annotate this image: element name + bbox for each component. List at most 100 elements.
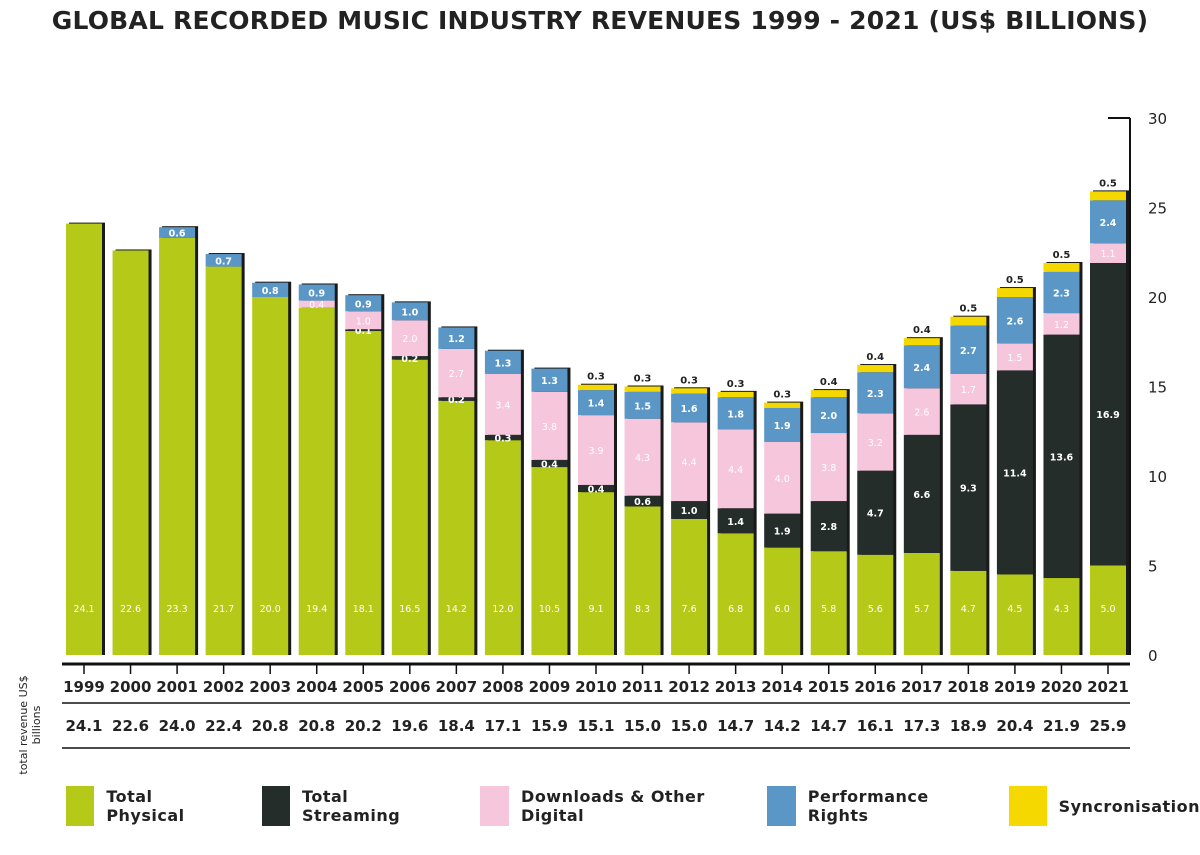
legend: Total Physical Total Streaming Downloads &… [66,786,1200,826]
data-label: 4.0 [775,474,790,485]
data-label: 1.9 [774,421,791,432]
x-tick-label: 2014 [761,678,803,696]
x-tick-label: 2012 [668,678,710,696]
data-label: 2.0 [402,334,417,345]
legend-label: Downloads & Other Digital [521,787,705,825]
total-value: 15.1 [577,717,614,735]
legend-item: Syncronisation [1008,786,1200,826]
y-tick-label: 20 [1148,289,1167,307]
total-value: 16.1 [857,717,894,735]
bar-segment-total-streaming [391,356,428,360]
data-label: 3.2 [868,438,883,449]
x-tick-label: 2003 [249,678,291,696]
y-tick-label: 25 [1148,200,1167,218]
data-label: 0.2 [448,395,465,406]
total-value: 24.1 [65,717,102,735]
bar-segment-total-physical [996,574,1033,655]
data-label: 6.6 [913,490,930,501]
data-label: 1.2 [1054,320,1069,331]
data-label: 24.1 [73,604,94,615]
total-value: 20.4 [996,717,1033,735]
data-label: 20.0 [260,604,281,615]
legend-swatch [1008,786,1047,826]
total-value: 14.7 [717,717,754,735]
total-value: 22.6 [112,717,149,735]
bar-segment-total-physical [438,400,475,655]
data-label: 2.4 [1100,218,1117,229]
total-value: 20.2 [345,717,382,735]
data-label: 2.6 [1006,316,1023,327]
legend-label: Syncronisation [1058,796,1200,816]
bar-segment-total-physical [159,237,196,655]
data-label: 3.4 [495,400,510,411]
data-label: 0.9 [355,299,372,310]
bar-segment-total-physical [66,223,102,656]
total-value: 14.7 [810,717,847,735]
data-label: 22.6 [120,604,141,615]
data-label: 1.2 [448,334,465,345]
total-value: 15.0 [624,717,661,735]
bar-segment-downloads-other-digital [857,413,894,471]
data-label: 1.1 [1100,249,1115,260]
bar-segment-total-streaming [857,470,894,555]
data-label: 16.9 [1096,410,1119,421]
x-tick-label: 2002 [203,678,245,696]
chart-title: GLOBAL RECORDED MUSIC INDUSTRY REVENUES … [51,6,1149,35]
data-label: 1.9 [774,527,791,538]
bar-segment-total-physical [764,547,801,655]
bar-segment-total-streaming [578,484,614,493]
bar-segment-performance-rights [578,390,614,416]
x-tick-label: 2020 [1041,678,1083,696]
bar-segment-downloads-other-digital [764,441,801,514]
bar-segment-performance-rights [903,345,940,389]
legend-label: Performance Rights [807,787,929,825]
y-tick-label: 15 [1148,379,1167,397]
data-label: 5.0 [1100,604,1115,615]
data-label: 10.5 [539,604,560,615]
bar-segment-total-physical [1090,565,1126,655]
data-label: 2.7 [960,346,977,357]
bar-segment-performance-rights [1043,271,1080,314]
bar-segment-syncronisation [810,390,847,398]
x-tick-label: 2016 [854,678,896,696]
data-label: 0.3 [680,375,698,386]
y-tick-label: 5 [1148,558,1158,576]
bar-segment-downloads-other-digital [1090,243,1126,263]
bar-segment-performance-rights [671,393,708,423]
total-value: 19.6 [391,717,428,735]
total-value: 21.9 [1043,717,1080,735]
bar-segment-performance-rights [391,302,428,321]
total-value: 17.3 [903,717,940,735]
data-label: 0.6 [169,229,186,240]
bar-segment-performance-rights [531,368,568,392]
data-label: 1.0 [356,316,371,327]
data-label: 6.0 [775,604,790,615]
total-value: 22.4 [205,717,242,735]
data-label: 0.9 [308,289,325,300]
bar-segment-total-physical [671,518,708,655]
legend-label: Total Physical [106,787,185,825]
bar-segment-performance-rights [950,325,987,374]
bar-segment-total-physical [531,467,568,655]
data-label: 0.7 [215,256,232,267]
bar-segment-downloads-other-digital [950,373,987,405]
data-label: 0.4 [866,352,884,363]
legend-item: Performance Rights [767,786,948,826]
total-value: 15.0 [671,717,708,735]
bar-segment-performance-rights [996,297,1033,344]
y-tick-label: 30 [1148,110,1167,128]
data-label: 4.3 [1054,604,1069,615]
bar-segment-total-streaming [531,459,568,468]
data-label: 0.5 [1099,178,1117,189]
bar-segment-syncronisation [764,402,801,408]
bar-segment-total-physical [391,359,428,655]
data-label: 0.4 [588,485,605,496]
data-label: 5.6 [868,604,883,615]
data-label: 2.7 [449,369,464,380]
x-tick-label: 2001 [156,678,198,696]
data-label: 2.6 [914,408,929,419]
total-value: 14.2 [764,717,801,735]
data-label: 19.4 [306,604,327,615]
bar-segment-performance-rights [345,295,382,312]
